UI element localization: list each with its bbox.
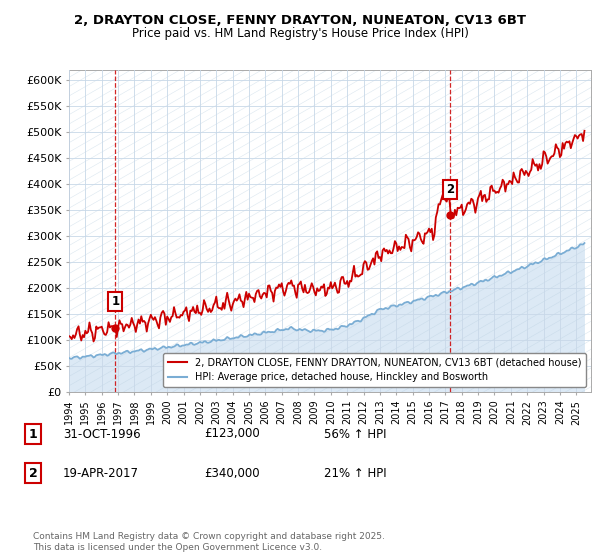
Text: 1: 1 bbox=[29, 427, 37, 441]
Text: Contains HM Land Registry data © Crown copyright and database right 2025.
This d: Contains HM Land Registry data © Crown c… bbox=[33, 532, 385, 552]
Text: 1: 1 bbox=[111, 295, 119, 309]
Legend: 2, DRAYTON CLOSE, FENNY DRAYTON, NUNEATON, CV13 6BT (detached house), HPI: Avera: 2, DRAYTON CLOSE, FENNY DRAYTON, NUNEATO… bbox=[163, 353, 586, 387]
Text: 2: 2 bbox=[29, 466, 37, 480]
Text: 21% ↑ HPI: 21% ↑ HPI bbox=[324, 466, 386, 480]
Text: 31-OCT-1996: 31-OCT-1996 bbox=[63, 427, 140, 441]
Text: £123,000: £123,000 bbox=[204, 427, 260, 441]
Text: 2: 2 bbox=[446, 183, 454, 195]
Text: 56% ↑ HPI: 56% ↑ HPI bbox=[324, 427, 386, 441]
Text: £340,000: £340,000 bbox=[204, 466, 260, 480]
Text: 2, DRAYTON CLOSE, FENNY DRAYTON, NUNEATON, CV13 6BT: 2, DRAYTON CLOSE, FENNY DRAYTON, NUNEATO… bbox=[74, 14, 526, 27]
Text: Price paid vs. HM Land Registry's House Price Index (HPI): Price paid vs. HM Land Registry's House … bbox=[131, 27, 469, 40]
Text: 19-APR-2017: 19-APR-2017 bbox=[63, 466, 139, 480]
